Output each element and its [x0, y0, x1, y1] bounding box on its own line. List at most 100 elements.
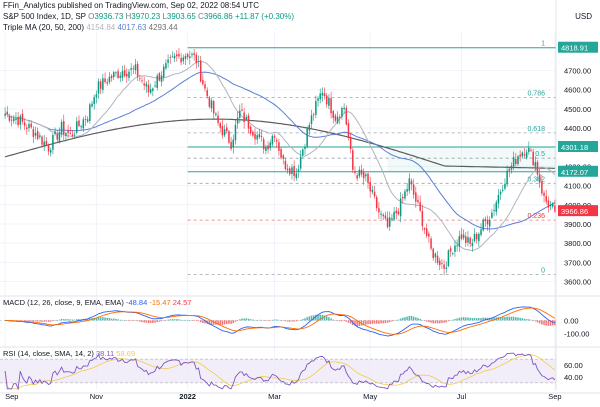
candle-body	[139, 78, 141, 80]
macd-histogram-bar	[280, 320, 282, 321]
ma-legend[interactable]: Triple MA (20, 50, 200) 4154.84 4017.63 …	[3, 23, 178, 33]
macd-histogram-bar	[47, 320, 50, 322]
macd-histogram-bar	[80, 319, 82, 321]
candle-body	[528, 148, 530, 153]
macd-histogram-bar	[76, 319, 78, 321]
rsi-line	[4, 352, 556, 391]
candle-body	[191, 54, 193, 56]
macd-histogram-bar	[41, 320, 43, 322]
candle-body	[223, 129, 226, 136]
macd-histogram-bar	[34, 320, 37, 322]
macd-histogram-bar	[167, 319, 169, 321]
macd-legend[interactable]: MACD (12, 26, close, 9, EMA, EMA) -48.84…	[3, 298, 192, 308]
candle-body	[484, 219, 487, 222]
moving-averages	[4, 60, 556, 252]
candle-body	[219, 122, 221, 128]
symbol-legend[interactable]: S&P 500 Index, 1D, SP O3936.73 H3970.23 …	[3, 12, 294, 22]
candle-body	[67, 130, 69, 134]
rsi-title: RSI (14, close, SMA, 14, 2)	[3, 349, 94, 358]
candle-body	[63, 121, 65, 135]
candle-body	[512, 157, 515, 167]
macd-histogram-bar	[382, 320, 384, 324]
macd-title: MACD (12, 26, close, 9, EMA, EMA)	[3, 298, 124, 307]
fib-price-label: 4172.07	[561, 168, 588, 177]
candle-body	[247, 115, 250, 129]
candle-body	[393, 211, 395, 220]
low-label: L	[162, 12, 167, 21]
macd-histogram-bar	[256, 319, 258, 321]
macd-histogram-bar	[523, 318, 526, 321]
macd-histogram-bar	[354, 320, 356, 326]
macd-histogram-bar	[78, 319, 80, 321]
macd-histogram-bar	[30, 320, 32, 322]
candle-body	[132, 68, 135, 70]
macd-histogram-bar	[423, 320, 426, 321]
candle-body	[17, 116, 19, 126]
close-label: C	[198, 12, 204, 21]
candle-body	[497, 195, 500, 204]
time-tick-label: Sep	[5, 392, 18, 401]
candle-body	[412, 184, 415, 195]
macd-histogram-bar	[225, 320, 228, 324]
macd-histogram-bar	[299, 319, 302, 321]
macd-histogram-bar	[375, 320, 378, 324]
candle-body	[397, 211, 400, 215]
macd-histogram-bar	[404, 317, 406, 321]
price-tick-label: 3700.00	[564, 258, 591, 267]
candle-body	[193, 53, 195, 56]
macd-histogram-bar	[117, 319, 119, 321]
candle-body	[321, 92, 324, 96]
candle-body	[378, 208, 380, 213]
open-value: 3936.73	[94, 12, 124, 21]
candle-body	[254, 133, 256, 140]
macd-histogram-bar	[543, 320, 545, 326]
rsi-legend[interactable]: RSI (14, close, SMA, 14, 2) 38.11 58.69	[3, 349, 135, 359]
macd-histogram-bar	[441, 320, 443, 324]
fib-ratio-label: 0	[541, 268, 545, 275]
macd-histogram-bar	[512, 316, 515, 321]
candle-body	[236, 117, 239, 124]
candle-body	[504, 183, 506, 189]
candle-body	[293, 166, 295, 177]
macd-histogram-bar	[534, 320, 537, 322]
macd-histogram-bar	[58, 319, 61, 321]
candle-body	[26, 127, 28, 130]
candle-body	[304, 146, 306, 149]
ma-title: Triple MA (20, 50, 200)	[3, 23, 85, 32]
macd-histogram-bar	[278, 319, 280, 321]
candle-body	[232, 139, 235, 148]
candle-body	[93, 97, 95, 105]
candle-body	[121, 71, 124, 78]
macd-histogram-bar	[43, 320, 45, 322]
price-tick-label: 4600.00	[564, 86, 591, 95]
high-value: 3970.23	[131, 12, 161, 21]
macd-histogram-bar	[415, 317, 417, 321]
macd-histogram-bar	[234, 320, 237, 322]
rsi-pane: 60.00 40.00	[0, 352, 583, 391]
candle-body	[32, 129, 35, 137]
macd-histogram-bar	[104, 317, 106, 321]
candle-body	[47, 145, 50, 152]
candle-body	[60, 121, 63, 134]
candle-body	[91, 103, 93, 107]
macd-histogram-bar	[499, 316, 502, 321]
macd-histogram-bar	[399, 318, 402, 321]
candle-body	[4, 113, 6, 116]
candle-body	[49, 150, 52, 153]
macd-histogram-bar	[339, 320, 341, 322]
rsi-value: 38.11	[95, 349, 115, 358]
candle-body	[319, 93, 321, 100]
candle-body	[375, 197, 378, 209]
macd-histogram-bar	[551, 320, 554, 326]
candle-body	[491, 212, 493, 218]
candle-body	[43, 141, 45, 146]
macd-histogram-bar	[365, 320, 367, 325]
candle-body	[438, 260, 441, 266]
macd-histogram-bar	[186, 320, 189, 321]
macd-histogram-bar	[230, 320, 232, 324]
candle-body	[162, 66, 165, 78]
candle-body	[195, 54, 198, 64]
macd-histogram-bar	[473, 317, 476, 321]
macd-histogram-bar	[189, 320, 191, 321]
